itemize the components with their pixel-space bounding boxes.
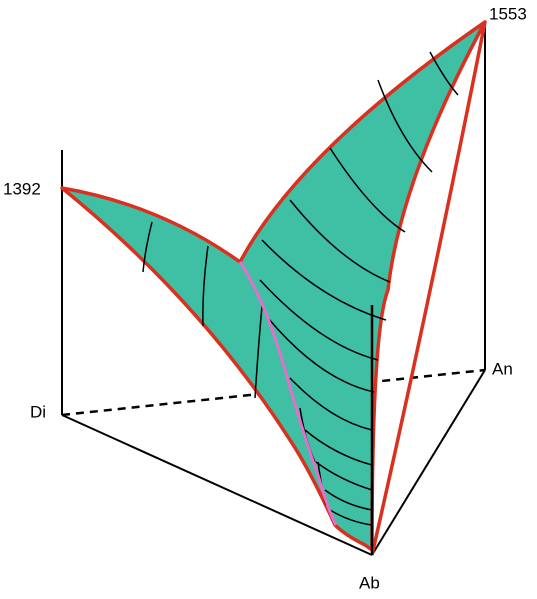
base-edge-di-ab: [61, 414, 373, 556]
di-temperature: 1392: [3, 179, 41, 198]
isotherms: [142, 51, 459, 526]
an-temperature: 1553: [489, 4, 527, 23]
an-ab-edge: [370, 21, 487, 556]
base-edge-ab-an: [371, 369, 486, 556]
di-label: Di: [30, 402, 46, 421]
ab-label: Ab: [359, 573, 380, 592]
liquidus-surface: [60, 20, 487, 552]
an-label: An: [492, 359, 513, 378]
cotectic-line: [238, 261, 338, 526]
